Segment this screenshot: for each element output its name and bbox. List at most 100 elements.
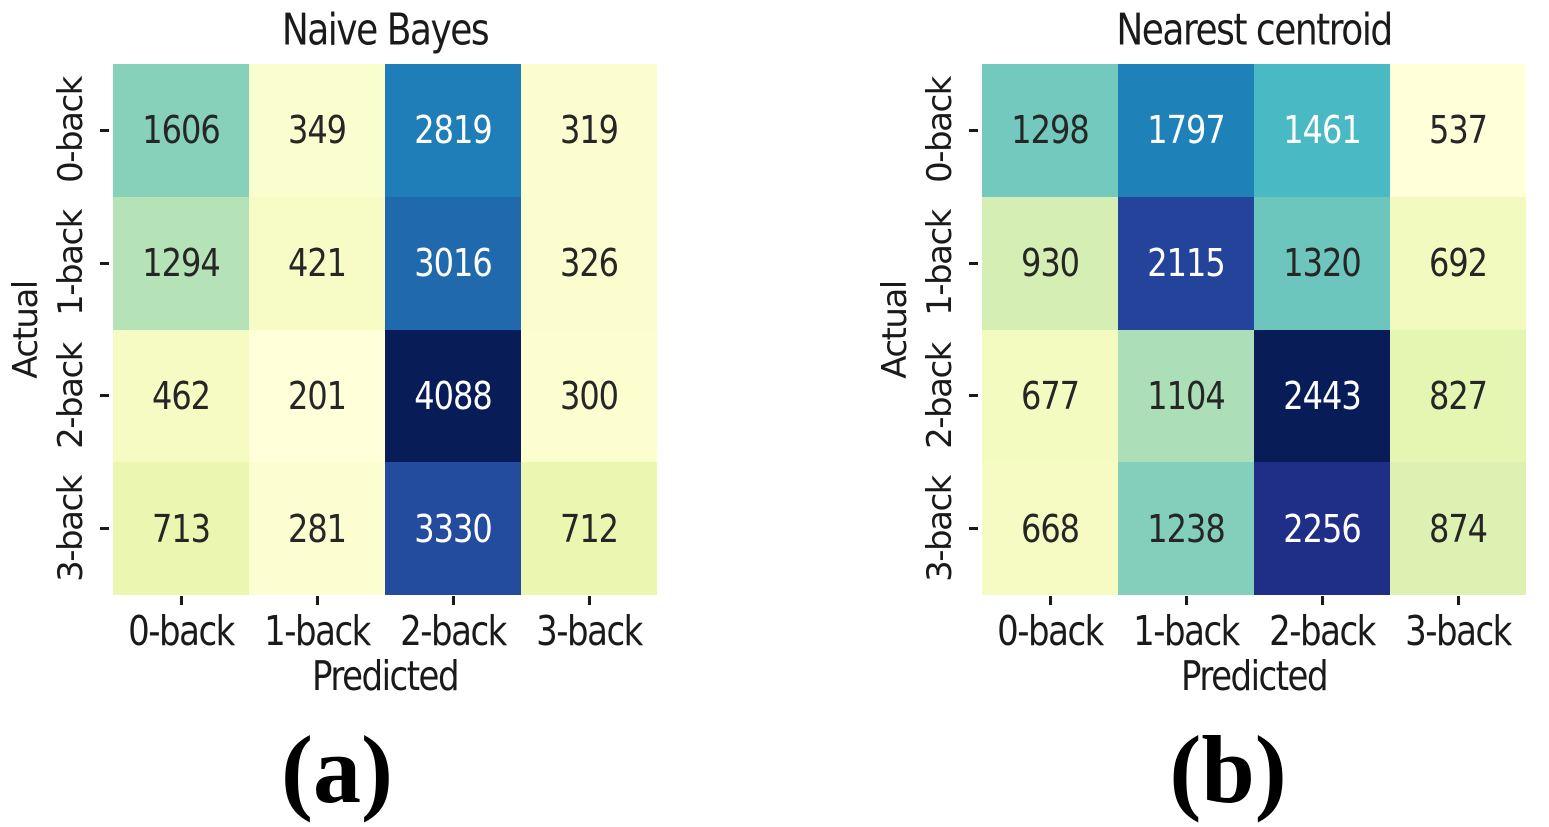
heatmap-cell-r0c3: 537	[1390, 64, 1526, 197]
x-tick-label: 1-back	[249, 608, 385, 656]
heatmap-cell-r0c0: 1298	[982, 64, 1118, 197]
x-axis-label-text: Predicted	[311, 653, 460, 701]
cell-value: 319	[559, 107, 619, 154]
heatmap-cell-r3c0: 713	[113, 462, 249, 595]
heatmap-cell-r0c1: 349	[249, 64, 385, 197]
x-tick-label-text: 1-back	[1133, 608, 1240, 656]
y-tick-mark	[100, 261, 109, 265]
x-tick-label: 2-back	[1254, 608, 1390, 656]
cell-value: 1294	[142, 240, 220, 286]
chart-title-text: Naive Bayes	[281, 5, 490, 55]
x-tick-mark	[587, 596, 591, 605]
cell-value: 349	[287, 107, 347, 154]
cell-value: 326	[559, 240, 619, 286]
cell-value: 930	[1020, 240, 1080, 286]
heatmap-cell-r2c2: 4088	[385, 329, 521, 463]
cell-value: 2115	[1147, 240, 1225, 286]
cell-value: 1797	[1147, 107, 1225, 154]
heatmap-cell-r2c1: 201	[249, 329, 385, 463]
cell-value: 677	[1020, 373, 1080, 419]
chart-title: Nearest centroid	[982, 0, 1526, 60]
cell-value: 713	[151, 505, 211, 552]
x-tick-label: 1-back	[1118, 608, 1254, 656]
x-tick-label-text: 3-back	[536, 608, 643, 656]
x-tick-label-text: 2-back	[400, 608, 507, 656]
heatmap-grid-nearest-centroid: 1298 1797 1461 537 930 2115 1320 692 677 1104 2443…	[982, 64, 1526, 595]
y-tick-mark	[100, 128, 109, 132]
x-tick-mark	[1184, 596, 1188, 605]
cell-value: 2443	[1283, 373, 1361, 419]
cell-value: 1606	[142, 107, 220, 154]
heatmap-cell-r1c0: 1294	[113, 196, 249, 330]
chart-title-text: Nearest centroid	[1116, 5, 1393, 55]
subfigure-caption-b-text: (b)	[1169, 716, 1287, 823]
heatmap-cell-r0c1: 1797	[1118, 64, 1254, 197]
heatmap-cell-r1c2: 3016	[385, 196, 521, 330]
x-axis-label-text: Predicted	[1180, 653, 1329, 701]
cell-value: 421	[287, 240, 347, 286]
heatmap-cell-r2c0: 677	[982, 329, 1118, 463]
x-tick-label-text: 1-back	[264, 608, 371, 656]
x-tick-label-text: 0-back	[997, 608, 1104, 656]
cell-value: 300	[559, 373, 619, 419]
heatmap-cell-r1c3: 326	[521, 196, 657, 330]
cell-value: 2256	[1283, 505, 1361, 552]
cell-value: 712	[559, 505, 619, 552]
cell-value: 874	[1428, 505, 1488, 552]
heatmap-cell-r2c0: 462	[113, 329, 249, 463]
chart-title: Naive Bayes	[113, 0, 657, 60]
heatmap-cell-r3c2: 3330	[385, 462, 521, 595]
heatmap-cell-r2c3: 300	[521, 329, 657, 463]
cell-value: 462	[151, 373, 211, 419]
cell-value: 827	[1428, 373, 1488, 419]
x-tick-label: 2-back	[385, 608, 521, 656]
heatmap-cell-r2c3: 827	[1390, 329, 1526, 463]
cell-value: 1461	[1283, 107, 1361, 154]
heatmap-cell-r1c3: 692	[1390, 196, 1526, 330]
x-tick-mark	[1048, 596, 1052, 605]
heatmap-cell-r2c1: 1104	[1118, 329, 1254, 463]
heatmap-cell-r1c0: 930	[982, 196, 1118, 330]
y-tick-label-text: 2-back	[920, 343, 961, 449]
x-tick-mark	[315, 596, 319, 605]
heatmap-cell-r2c2: 2443	[1254, 329, 1390, 463]
cell-value: 1320	[1283, 240, 1361, 286]
y-tick-label-text: 1-back	[920, 210, 961, 316]
heatmap-cell-r0c0: 1606	[113, 64, 249, 197]
heatmap-cell-r3c3: 874	[1390, 462, 1526, 595]
heatmap-cell-r0c2: 1461	[1254, 64, 1390, 197]
y-tick-label-text: 3-back	[920, 475, 961, 582]
y-tick-label-text: 0-back	[920, 77, 961, 184]
cell-value: 201	[287, 373, 347, 419]
y-tick-mark	[100, 527, 109, 531]
x-tick-mark	[179, 596, 183, 605]
subfigure-caption-a-text: (a)	[281, 716, 393, 823]
x-tick-label: 0-back	[113, 608, 249, 656]
cell-value: 1104	[1147, 373, 1225, 419]
heatmap-cell-r3c3: 712	[521, 462, 657, 595]
heatmap-cell-r1c2: 1320	[1254, 196, 1390, 330]
heatmap-cell-r3c2: 2256	[1254, 462, 1390, 595]
heatmap-cell-r1c1: 421	[249, 196, 385, 330]
x-tick-label-text: 2-back	[1269, 608, 1376, 656]
cell-value: 1298	[1011, 107, 1089, 154]
x-tick-mark	[1456, 596, 1460, 605]
heatmap-cell-r1c1: 2115	[1118, 196, 1254, 330]
heatmap-cell-r0c3: 319	[521, 64, 657, 197]
x-tick-label-text: 3-back	[1405, 608, 1512, 656]
x-tick-label: 3-back	[521, 608, 657, 656]
cell-value: 281	[287, 505, 347, 552]
cell-value: 537	[1428, 107, 1488, 154]
x-tick-label-text: 0-back	[128, 608, 235, 656]
y-tick-mark	[969, 527, 978, 531]
y-tick-mark	[969, 261, 978, 265]
cell-value: 1238	[1147, 505, 1225, 552]
cell-value: 2819	[414, 107, 492, 154]
cell-value: 4088	[414, 373, 492, 419]
heatmap-cell-r3c0: 668	[982, 462, 1118, 595]
